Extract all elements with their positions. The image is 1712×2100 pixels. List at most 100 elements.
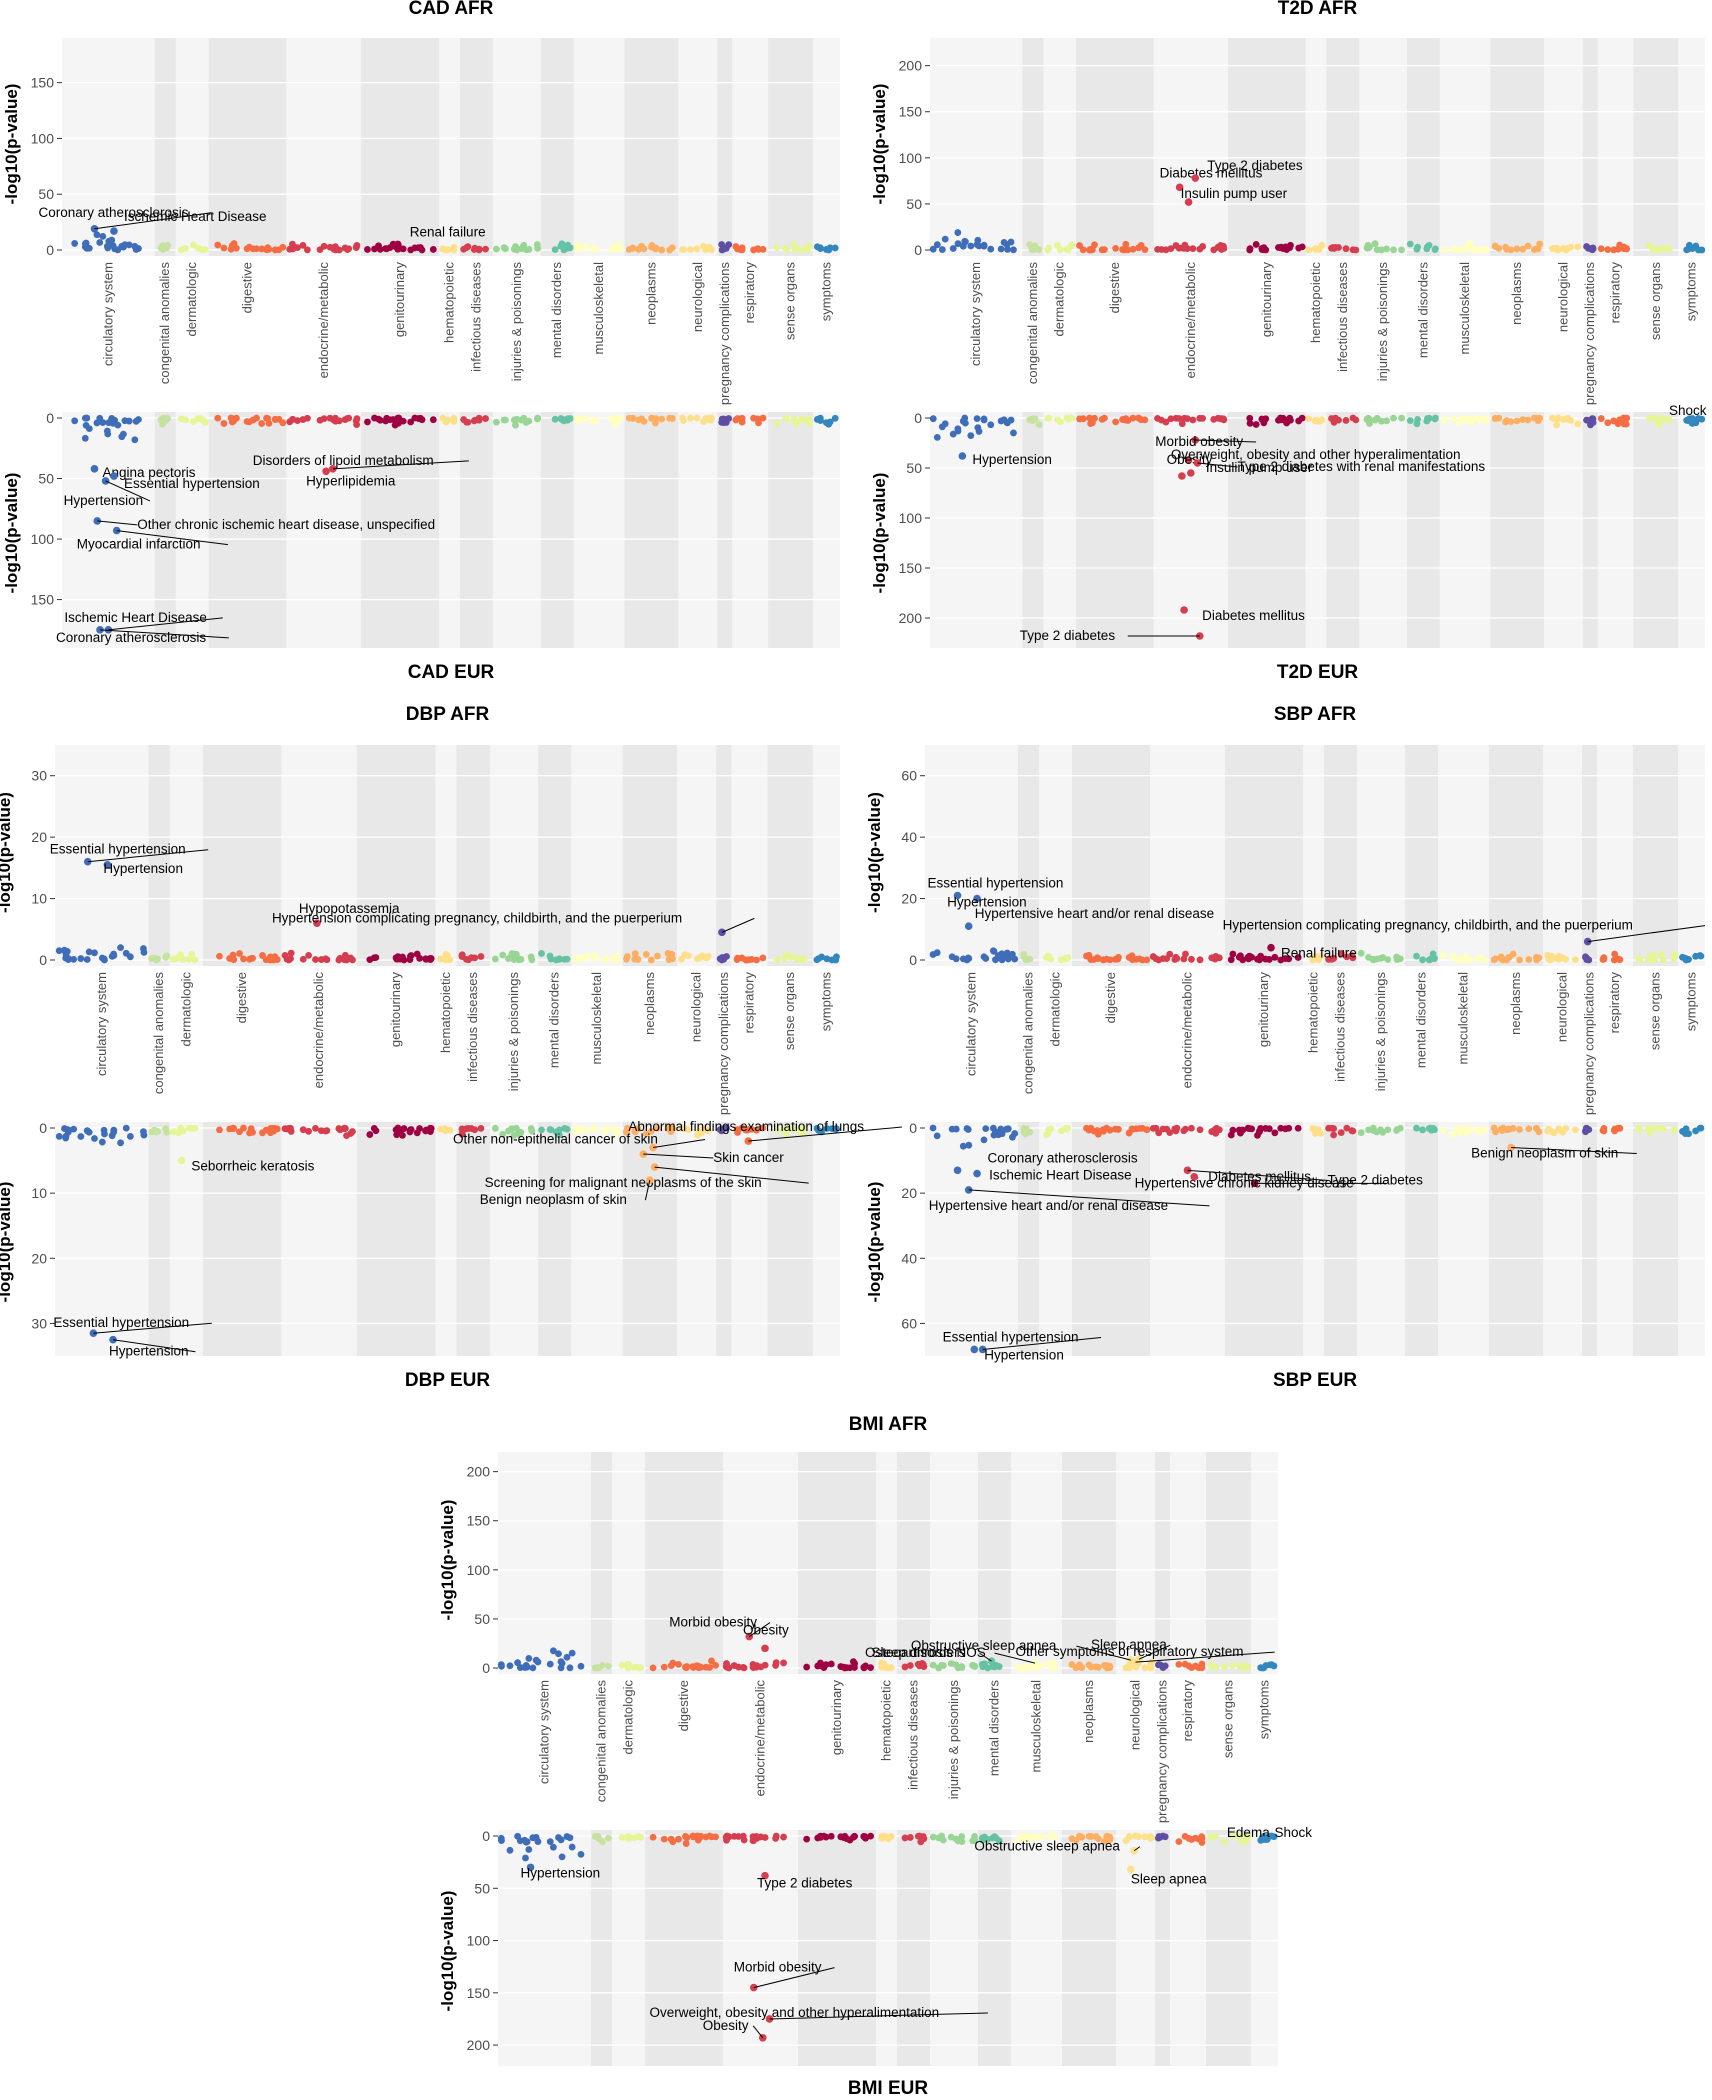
point-bottom <box>1244 1833 1252 1840</box>
category-label: genitourinary <box>392 262 407 338</box>
labeled-point-bottom <box>1193 459 1202 467</box>
labeled-point-bottom <box>1688 419 1697 427</box>
point-top <box>1679 953 1686 961</box>
y-tick-label: 100 <box>467 1933 491 1949</box>
point-bottom <box>194 415 202 423</box>
point-bottom <box>163 1128 171 1136</box>
point-label: Sleep disorders <box>872 1645 966 1660</box>
point-top <box>1161 1662 1169 1670</box>
point-bottom <box>120 430 127 438</box>
point-top <box>117 944 124 952</box>
point-bottom <box>1198 1839 1206 1846</box>
point-top <box>941 235 949 243</box>
panel-title-bottom: SBP EUR <box>1273 1370 1357 1391</box>
point-bottom <box>214 414 222 422</box>
point-bottom <box>1022 1130 1029 1138</box>
point-top <box>1509 950 1517 958</box>
category-label: neoplasms <box>643 262 658 325</box>
point-top <box>287 949 295 957</box>
point-bottom <box>1492 1128 1499 1136</box>
point-bottom <box>1229 1832 1237 1840</box>
category-label: endocrine/metabolic <box>1183 262 1198 379</box>
point-top <box>70 955 78 963</box>
point-bottom <box>1244 1124 1252 1132</box>
point-label: Ischemic Heart Disease <box>989 1168 1132 1183</box>
point-top <box>1147 1662 1154 1670</box>
point-top <box>837 1663 845 1670</box>
point-bottom <box>759 414 767 422</box>
point-top <box>71 240 79 247</box>
y-tick-label: 20 <box>31 1250 47 1266</box>
panel-title-top: DBP AFR <box>406 704 490 725</box>
point-bottom <box>1189 416 1197 424</box>
y-tick-label: 60 <box>901 768 917 784</box>
point-label: Hypertensive chronic kidney disease <box>1135 1175 1354 1190</box>
point-bottom <box>55 1133 63 1140</box>
point-bottom <box>232 414 240 422</box>
category-band-top <box>459 38 493 256</box>
point-bottom <box>1564 414 1572 422</box>
point-top <box>364 246 371 253</box>
y-tick-label: 0 <box>46 410 54 426</box>
label-leader <box>97 520 138 526</box>
point-top <box>816 244 824 252</box>
point-bottom <box>1519 416 1527 423</box>
point-label: Other chronic ischemic heart disease, un… <box>137 517 435 532</box>
category-label: injuries & poisonings <box>1373 972 1388 1092</box>
category-band-bottom <box>1155 1830 1170 2066</box>
point-bottom <box>843 1835 850 1842</box>
category-label: dermatologic <box>1048 972 1063 1047</box>
point-bottom <box>153 1128 160 1136</box>
point-bottom <box>117 1139 124 1147</box>
point-top <box>1516 956 1523 964</box>
point-bottom <box>831 414 839 422</box>
category-band-bottom <box>538 1122 572 1356</box>
point-bottom <box>82 421 90 429</box>
point-label: Hypertension <box>521 1865 601 1880</box>
y-tick-label: 20 <box>901 1185 917 1201</box>
category-band-top <box>361 38 440 256</box>
point-top <box>236 950 243 957</box>
point-bottom <box>1455 419 1463 427</box>
point-bottom <box>773 419 781 427</box>
point-top <box>99 232 107 240</box>
point-top <box>954 240 962 248</box>
panel-title-top: SBP AFR <box>1274 704 1357 725</box>
point-bottom <box>1604 419 1612 427</box>
point-bottom <box>104 430 112 438</box>
point-bottom <box>1101 414 1108 422</box>
point-top <box>822 246 830 253</box>
labeled-point-bottom <box>177 1156 186 1165</box>
category-label: musculoskeletal <box>1457 262 1472 355</box>
point-top <box>533 241 541 248</box>
point-top <box>973 241 981 248</box>
point-top <box>978 1660 986 1668</box>
point-top <box>1635 954 1642 962</box>
point-bottom <box>522 419 530 426</box>
point-bottom <box>1413 1124 1420 1132</box>
point-bottom <box>1154 1834 1162 1842</box>
point-bottom <box>81 434 89 442</box>
point-top <box>1181 241 1189 249</box>
point-top <box>1129 245 1137 253</box>
point-bottom <box>1141 1833 1149 1841</box>
category-label: congenital anomalies <box>151 972 166 1095</box>
point-bottom <box>1697 1124 1705 1132</box>
point-top <box>906 1662 914 1669</box>
point-bottom <box>182 416 189 424</box>
point-bottom <box>415 415 422 422</box>
point-top <box>780 1659 787 1667</box>
point-top <box>501 245 509 253</box>
point-bottom <box>1366 420 1373 427</box>
point-top <box>723 953 730 960</box>
category-label: pregnancy complications <box>1155 1680 1170 1824</box>
labeled-point-bottom <box>1130 1846 1139 1855</box>
point-bottom <box>516 1837 524 1845</box>
point-label: Essential hypertension <box>50 842 186 857</box>
point-bottom <box>563 1125 571 1133</box>
point-bottom <box>1550 415 1557 423</box>
point-top <box>1143 956 1151 964</box>
point-bottom <box>1337 1129 1345 1137</box>
point-bottom <box>1260 417 1268 425</box>
y-tick-label: 200 <box>899 610 923 626</box>
